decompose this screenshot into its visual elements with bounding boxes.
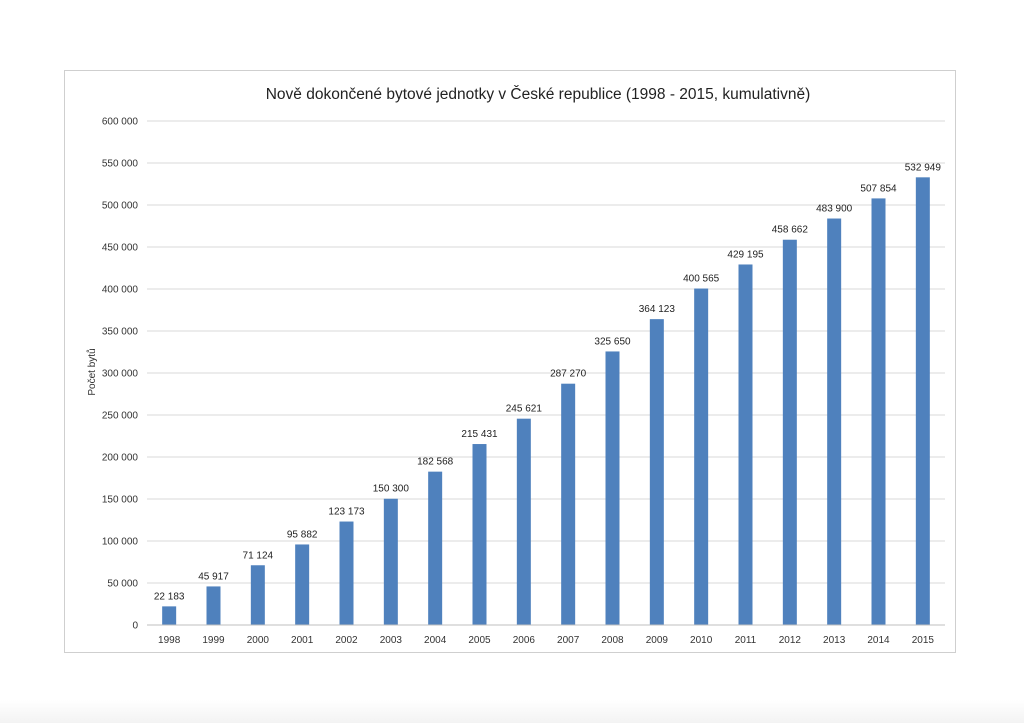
y-axis-ticks: 0 50 000 100 000 150 000 200 000 250 000 300 0…	[102, 117, 139, 632]
x-tick-label: 2011	[735, 635, 757, 646]
x-tick-label: 2005	[468, 635, 491, 646]
bar-2010	[694, 288, 709, 625]
bar-2007	[561, 383, 576, 625]
bar-2012	[782, 239, 797, 625]
x-tick-label: 2008	[601, 635, 624, 646]
bar-1999	[206, 586, 221, 625]
data-label-2000: 71 124	[243, 550, 274, 561]
bar-1998	[162, 606, 177, 625]
x-tick-label: 2009	[646, 635, 669, 646]
bar-2004	[428, 471, 443, 625]
bar-2014	[871, 198, 886, 625]
data-label-1999: 45 917	[198, 571, 229, 582]
x-tick-label: 2006	[513, 635, 536, 646]
data-label-2014: 507 854	[860, 183, 897, 194]
bar-2009	[649, 319, 664, 625]
bar-2015	[915, 177, 930, 625]
x-tick-label: 2013	[823, 635, 846, 646]
data-label-2008: 325 650	[594, 336, 631, 347]
y-axis-label: Počet bytů	[86, 348, 98, 395]
x-tick-label: 2000	[247, 635, 270, 646]
page-bottom-shadow	[0, 700, 1024, 723]
x-tick-label: 2004	[424, 635, 447, 646]
x-axis-ticks: 1998 1999 2000 2001 2002 2003 2004 2005 2006 2007…	[158, 635, 934, 646]
chart-title: Nově dokončené bytové jednotky v České r…	[266, 86, 811, 103]
y-tick-label: 450 000	[102, 243, 139, 254]
bar-2013	[827, 218, 842, 626]
data-label-2004: 182 568	[417, 457, 454, 468]
bar-2002	[339, 521, 354, 625]
x-tick-label: 2001	[291, 635, 314, 646]
bar-2000	[250, 565, 265, 625]
data-label-2002: 123 173	[328, 507, 365, 518]
y-tick-label: 600 000	[102, 117, 139, 128]
data-label-2015: 532 949	[905, 162, 942, 173]
x-tick-label: 2002	[335, 635, 358, 646]
x-tick-label: 1998	[158, 635, 181, 646]
bar-2005	[472, 444, 487, 625]
y-tick-label: 300 000	[102, 369, 139, 380]
x-tick-label: 2007	[557, 635, 580, 646]
bar-2003	[383, 498, 398, 625]
bars	[162, 177, 930, 626]
data-label-2006: 245 621	[506, 404, 543, 415]
y-tick-label: 150 000	[102, 495, 139, 506]
data-label-2009: 364 123	[639, 304, 676, 315]
y-tick-label: 350 000	[102, 327, 139, 338]
bar-2008	[605, 351, 620, 625]
y-tick-label: 200 000	[102, 453, 139, 464]
x-tick-label: 2010	[690, 635, 713, 646]
x-tick-label: 1999	[202, 635, 225, 646]
y-tick-label: 500 000	[102, 201, 139, 212]
data-label-2012: 458 662	[772, 225, 809, 236]
bar-2001	[295, 544, 310, 625]
data-label-1998: 22 183	[154, 591, 185, 602]
y-tick-label: 550 000	[102, 159, 139, 170]
x-tick-label: 2012	[779, 635, 802, 646]
data-label-2005: 215 431	[461, 429, 498, 440]
chart-frame	[64, 70, 956, 653]
y-tick-label: 400 000	[102, 285, 139, 296]
gridlines	[147, 120, 945, 584]
x-tick-label: 2014	[867, 635, 890, 646]
bar-2011	[738, 264, 753, 625]
data-label-2010: 400 565	[683, 274, 720, 285]
x-tick-label: 2015	[912, 635, 935, 646]
y-tick-label: 50 000	[107, 579, 138, 590]
bar-2006	[516, 418, 531, 625]
data-labels: 22 183 45 917 71 124 95 882 123 173 150 300 18…	[154, 162, 941, 602]
y-tick-label: 100 000	[102, 537, 139, 548]
y-tick-label: 250 000	[102, 411, 139, 422]
y-tick-label: 0	[132, 621, 138, 632]
x-tick-label: 2003	[380, 635, 403, 646]
data-label-2007: 287 270	[550, 369, 587, 380]
data-label-2011: 429 195	[727, 249, 764, 260]
data-label-2001: 95 882	[287, 529, 318, 540]
data-label-2003: 150 300	[373, 484, 410, 495]
data-label-2013: 483 900	[816, 204, 853, 215]
